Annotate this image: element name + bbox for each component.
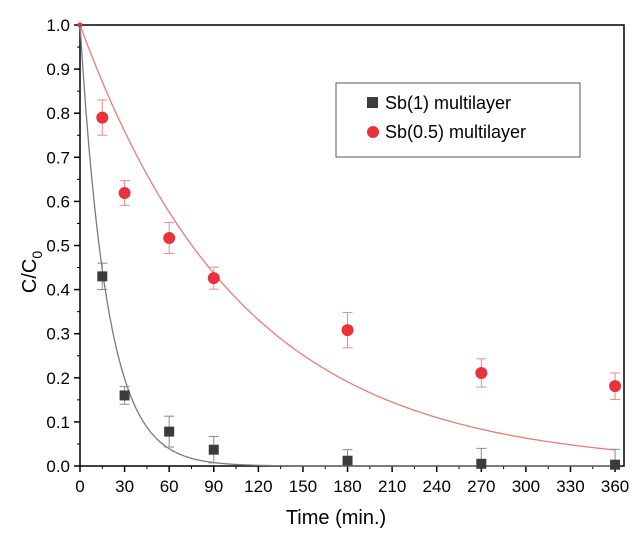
y-tick-label: 0.5 — [46, 237, 70, 256]
data-point-sb1 — [97, 271, 108, 282]
x-tick-label: 0 — [75, 477, 84, 496]
x-tick-label: 210 — [378, 477, 406, 496]
y-axis: 0.0 0.1 0.2 0.3 0.4 0.5 0.6 0.7 0.8 0.9 1.0 — [46, 16, 80, 476]
data-point-sb1 — [610, 459, 621, 470]
x-tick-label: 360 — [601, 477, 629, 496]
fit-curve-sb05 — [79, 24, 616, 451]
x-tick-label: 60 — [160, 477, 179, 496]
data-point-sb1 — [119, 390, 130, 401]
legend-label-sb05: Sb(0.5) multilayer — [385, 122, 526, 142]
y-tick-label: 0.8 — [46, 104, 70, 123]
data-point-sb05 — [207, 272, 220, 285]
y-tick-label: 0.3 — [46, 325, 70, 344]
data-point-sb1 — [476, 458, 487, 469]
x-axis: 0 30 60 90 120 150 180 210 240 270 300 330 360 — [75, 466, 629, 496]
data-markers — [77, 22, 622, 470]
x-tick-label: 120 — [244, 477, 272, 496]
data-point-sb1 — [208, 444, 219, 455]
data-point-sb1 — [342, 455, 353, 466]
data-point-sb05 — [77, 22, 83, 28]
legend: Sb(1) multilayer Sb(0.5) multilayer — [335, 82, 581, 158]
legend-label-sb1: Sb(1) multilayer — [385, 93, 511, 113]
x-tick-label: 270 — [467, 477, 495, 496]
legend-marker-sb05 — [367, 126, 379, 138]
x-tick-label: 150 — [289, 477, 317, 496]
x-tick-label: 30 — [115, 477, 134, 496]
data-point-sb05 — [609, 380, 622, 393]
legend-box — [335, 82, 581, 158]
data-point-sb05 — [475, 366, 488, 379]
y-tick-label: 0.4 — [46, 281, 70, 300]
y-axis-title-subscript: 0 — [29, 251, 45, 259]
y-tick-label: 0.0 — [46, 457, 70, 476]
x-tick-label: 180 — [333, 477, 361, 496]
data-point-sb05 — [341, 324, 354, 337]
y-tick-label: 1.0 — [46, 16, 70, 35]
y-tick-label: 0.9 — [46, 60, 70, 79]
y-tick-label: 0.6 — [46, 192, 70, 211]
x-tick-label: 240 — [423, 477, 451, 496]
legend-marker-sb1 — [367, 97, 378, 108]
y-tick-label: 0.2 — [46, 369, 70, 388]
y-tick-label: 0.7 — [46, 148, 70, 167]
data-point-sb05 — [163, 232, 176, 245]
data-point-sb05 — [96, 111, 109, 124]
x-tick-label: 300 — [512, 477, 540, 496]
y-tick-label: 0.1 — [46, 413, 70, 432]
x-tick-label: 90 — [204, 477, 223, 496]
data-point-sb1 — [164, 426, 175, 437]
y-axis-title-main: C/C — [19, 259, 41, 293]
x-axis-title: Time (min.) — [286, 507, 386, 529]
x-tick-label: 330 — [556, 477, 584, 496]
y-axis-title: C/C0 — [19, 251, 45, 293]
data-point-sb05 — [118, 187, 131, 200]
